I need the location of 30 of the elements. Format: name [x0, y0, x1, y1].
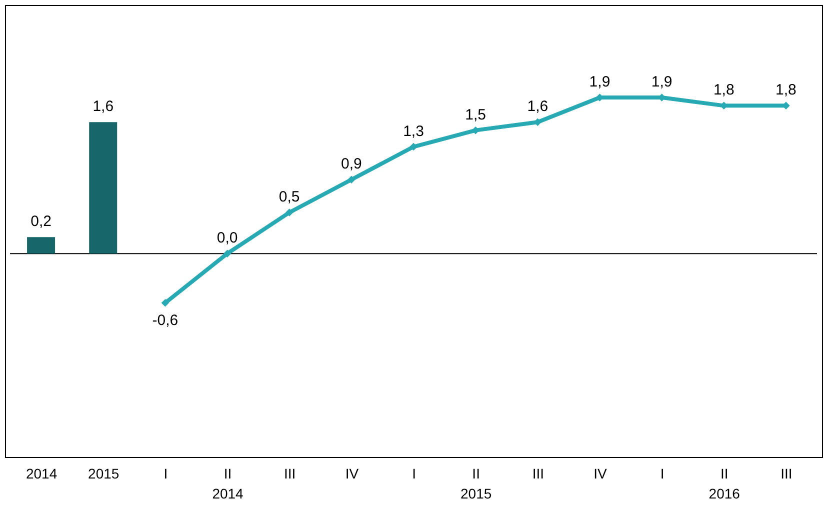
x-tick-label: II 2014: [212, 466, 244, 502]
x-tick-label: III: [780, 466, 792, 482]
point: [161, 299, 170, 307]
data-label: 0,2: [30, 213, 52, 230]
x-tick-label: II 2016: [708, 466, 740, 502]
data-label: 0,0: [216, 230, 238, 247]
x-tick-label: IV: [345, 466, 360, 482]
data-label: 1,8: [713, 82, 734, 99]
x-tick-label: I: [412, 466, 416, 482]
data-label: 0,9: [340, 156, 362, 173]
point: [348, 176, 356, 184]
x-tick-label: I: [660, 466, 664, 482]
data-label: 1,9: [589, 73, 610, 90]
data-label: 1,6: [527, 98, 548, 116]
x-tick-label: I: [164, 466, 168, 482]
data-label: 1,9: [651, 73, 672, 90]
x-tick-label: II 2015: [460, 466, 492, 502]
x-tick-label: 2014: [26, 466, 58, 482]
x-tick-label: III: [532, 466, 544, 482]
data-label: 1,6: [92, 98, 114, 116]
x-tick-label: IV: [594, 466, 608, 482]
x-tick-label: III: [284, 466, 296, 482]
data-label: 0,5: [278, 188, 300, 206]
data-label: 1,3: [403, 122, 424, 140]
point: [285, 208, 294, 216]
data-label: 1,5: [465, 106, 486, 124]
data-label: 1,8: [776, 82, 796, 99]
data-label: -0,6: [152, 312, 178, 329]
x-tick-label: 2015: [88, 466, 120, 482]
point: [223, 250, 232, 258]
